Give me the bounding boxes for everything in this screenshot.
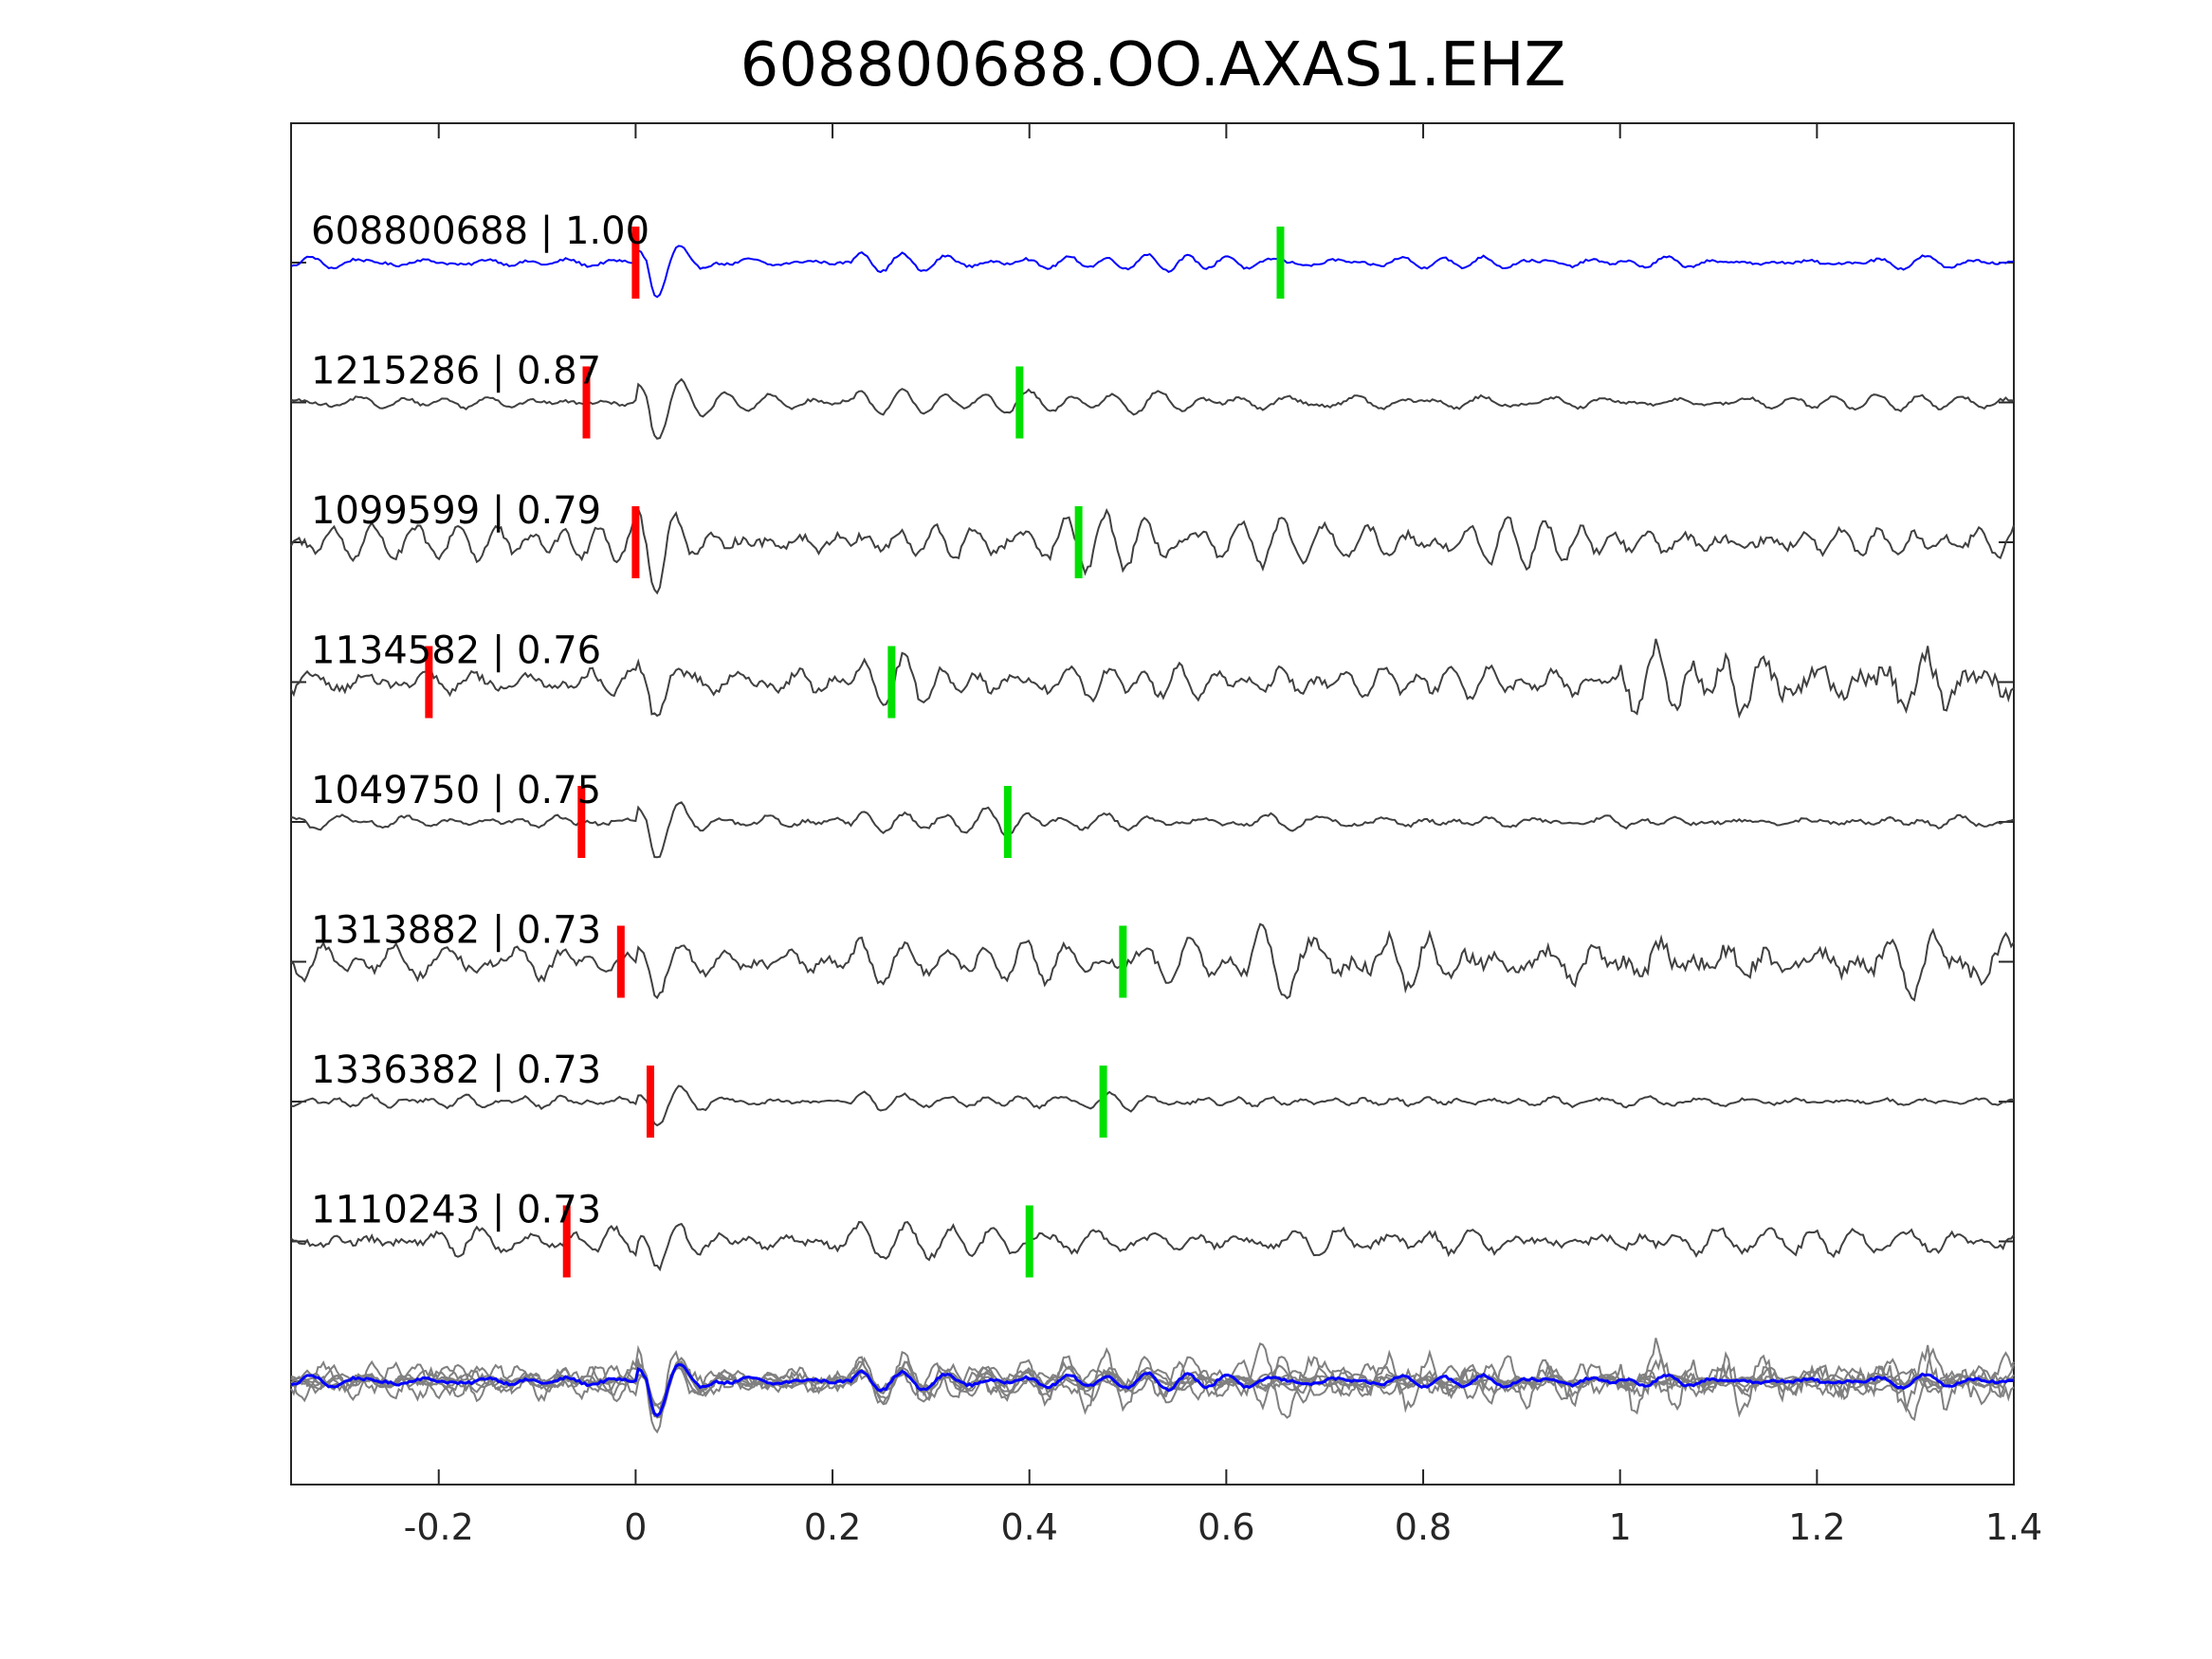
trace-1110243-waveform [290,1220,2015,1272]
x-tick-label: 0.4 [1000,1506,1057,1548]
x-tick-label: 0.2 [804,1506,861,1548]
trace-1049750-label: 1049750 | 0.75 [311,769,601,812]
chart-title: 608800688.OO.AXAS1.EHZ [740,30,1566,100]
plot-area: -0.2 0 0.2 0.4 0.6 0.8 1 1.2 1.4 608800688 | 1.00… [290,122,2042,1548]
x-tick-label: 0.6 [1197,1506,1254,1548]
trace-1215286-waveform [290,377,2015,440]
trace-1134582-waveform [290,638,2015,720]
x-tick-label: 1 [1609,1506,1632,1548]
x-tick-label: -0.2 [404,1506,474,1548]
x-tick-label: 1.2 [1788,1506,1845,1548]
trace-608800688-waveform [290,245,2015,299]
trace-1336382-label: 1336382 | 0.73 [311,1048,601,1092]
x-tick-label: 0.8 [1395,1506,1452,1548]
trace-608800688-label: 608800688 | 1.00 [311,210,649,253]
trace-1313882-waveform [290,922,2015,1002]
axes-box [290,122,2015,1486]
trace-1099599-label: 1099599 | 0.79 [311,489,601,533]
trace-1134582-label: 1134582 | 0.76 [311,629,601,673]
trace-1336382-waveform [290,1085,2015,1127]
x-tick-label: 1.4 [1985,1506,2042,1548]
trace-1313882-label: 1313882 | 0.73 [311,909,601,953]
trace-1110243-label: 1110243 | 0.73 [311,1189,601,1232]
x-tick-label: 0 [624,1506,647,1548]
stack-template-waveform [290,1362,2015,1418]
trace-1215286-label: 1215286 | 0.87 [311,350,601,393]
trace-1099599-waveform [290,505,2015,595]
